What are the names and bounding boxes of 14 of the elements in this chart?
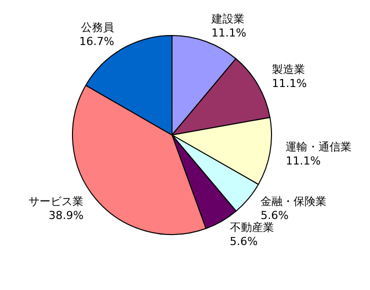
data-label: 5.6% xyxy=(230,234,258,248)
data-label: 11.1% xyxy=(272,76,307,90)
slice-label: 不動産業 xyxy=(230,220,274,234)
data-label: 16.7% xyxy=(79,34,114,48)
data-label: 11.1% xyxy=(286,154,321,168)
data-label: 11.1% xyxy=(211,26,246,40)
slice-label: 運輸・通信業 xyxy=(286,140,352,154)
slice-label: 金融・保険業 xyxy=(260,194,327,208)
slice-label: 建設業 xyxy=(210,12,244,26)
slice-label: サービス業 xyxy=(28,195,84,208)
data-label: 38.9% xyxy=(48,209,84,222)
slice-label: 公務員 xyxy=(81,20,114,34)
data-label: 5.6% xyxy=(260,208,289,222)
slice-label: 製造業 xyxy=(272,62,305,76)
